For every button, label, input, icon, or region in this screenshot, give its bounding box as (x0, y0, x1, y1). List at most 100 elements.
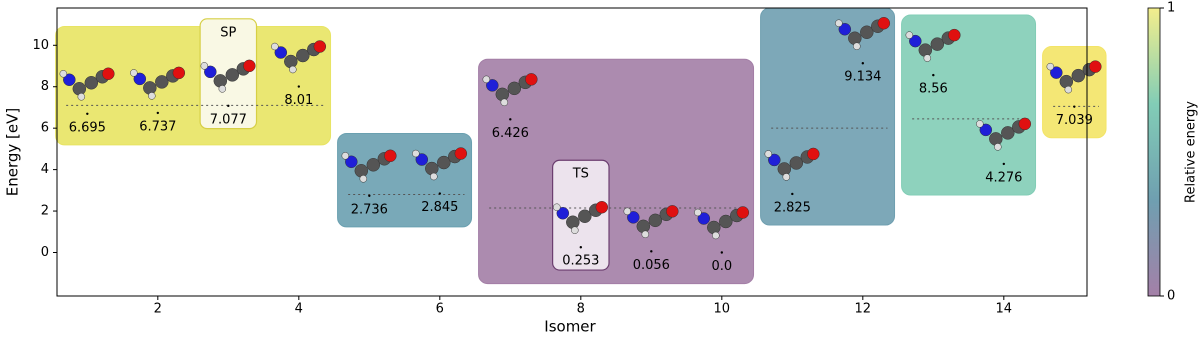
point (297, 85, 301, 88)
atom (989, 132, 1003, 146)
atom (204, 65, 217, 79)
atom (213, 74, 228, 88)
atom (415, 153, 429, 166)
y-tick-label: 0 (41, 245, 49, 260)
atom (289, 65, 297, 74)
atom (486, 79, 499, 92)
point (579, 246, 583, 249)
atom (1071, 68, 1086, 83)
value-label: 8.56 (919, 82, 948, 97)
x-tick-label: 2 (154, 302, 162, 317)
atom (712, 231, 720, 240)
atom (500, 98, 509, 107)
atom (430, 172, 438, 181)
atom (571, 226, 579, 234)
atom (905, 31, 914, 39)
value-label: 4.276 (985, 170, 1022, 185)
atom (366, 158, 381, 172)
x-tick-label: 14 (996, 302, 1013, 317)
x-tick-label: 8 (577, 302, 585, 317)
value-label: 2.845 (421, 200, 458, 215)
atom (782, 173, 791, 181)
point (368, 194, 371, 198)
atom (345, 155, 358, 169)
molecule (835, 16, 891, 50)
value-label: 7.077 (210, 112, 247, 127)
x-tick-label: 6 (436, 302, 444, 317)
atom (764, 150, 773, 158)
molecule (764, 147, 820, 181)
atom (218, 85, 227, 93)
y-tick-label: 2 (41, 204, 49, 219)
atom (482, 75, 491, 84)
value-label: 7.039 (1056, 113, 1093, 128)
atom (848, 31, 862, 45)
molecule (694, 206, 750, 240)
atom (578, 209, 592, 223)
atom (918, 43, 933, 57)
atom (627, 211, 640, 224)
atom (59, 70, 68, 78)
atom (736, 206, 750, 219)
atom (1050, 66, 1063, 79)
atom (313, 40, 327, 53)
value-label: 6.695 (69, 120, 106, 135)
atom (909, 34, 922, 48)
atom (354, 164, 369, 178)
group-box (901, 14, 1037, 196)
atom (838, 22, 852, 36)
atom (641, 230, 650, 239)
point (86, 112, 89, 115)
atom (243, 59, 256, 73)
molecule (200, 59, 256, 93)
y-tick-label: 10 (32, 38, 49, 53)
atom (595, 200, 609, 214)
molecule (412, 147, 468, 181)
atom (835, 19, 843, 27)
atom (1059, 74, 1074, 89)
molecule (976, 117, 1032, 151)
molecule (341, 149, 397, 183)
atom (1064, 85, 1073, 94)
atom (200, 62, 209, 70)
atom (359, 175, 368, 183)
molecule (1046, 60, 1102, 94)
atom (556, 206, 570, 220)
y-axis-label: Energy [eV] (4, 108, 22, 196)
atom (296, 48, 310, 63)
atom (666, 205, 679, 218)
value-label: 0.0 (711, 259, 732, 274)
molecule (271, 40, 327, 74)
value-label: 2.736 (351, 202, 388, 217)
value-label: 0.253 (562, 254, 599, 269)
atom (994, 143, 1002, 151)
colorbar-label: Relative energy (1184, 101, 1199, 203)
atom (636, 219, 651, 234)
atom (274, 46, 288, 59)
atom (860, 25, 874, 39)
x-tick-label: 4 (295, 302, 303, 317)
atom (384, 149, 397, 163)
atom (507, 81, 522, 96)
y-tick-label: 6 (41, 121, 49, 136)
atom (719, 214, 733, 229)
plot-frame (56, 7, 1088, 297)
y-tick-label: 4 (41, 162, 49, 177)
atom (130, 69, 138, 77)
x-axis-label: Isomer (544, 318, 596, 336)
atom (271, 42, 279, 51)
atom (789, 156, 804, 170)
value-label: 0.056 (633, 258, 670, 273)
atom (133, 72, 147, 86)
atom (437, 155, 451, 170)
atom (1046, 62, 1055, 71)
atom (225, 68, 240, 82)
x-tick-label: 12 (855, 302, 872, 317)
atom (284, 54, 298, 69)
annotation: SP (220, 25, 236, 40)
x-tick-label: 10 (714, 302, 731, 317)
molecule (553, 200, 609, 234)
point (650, 250, 653, 253)
value-label: 6.737 (139, 119, 176, 134)
